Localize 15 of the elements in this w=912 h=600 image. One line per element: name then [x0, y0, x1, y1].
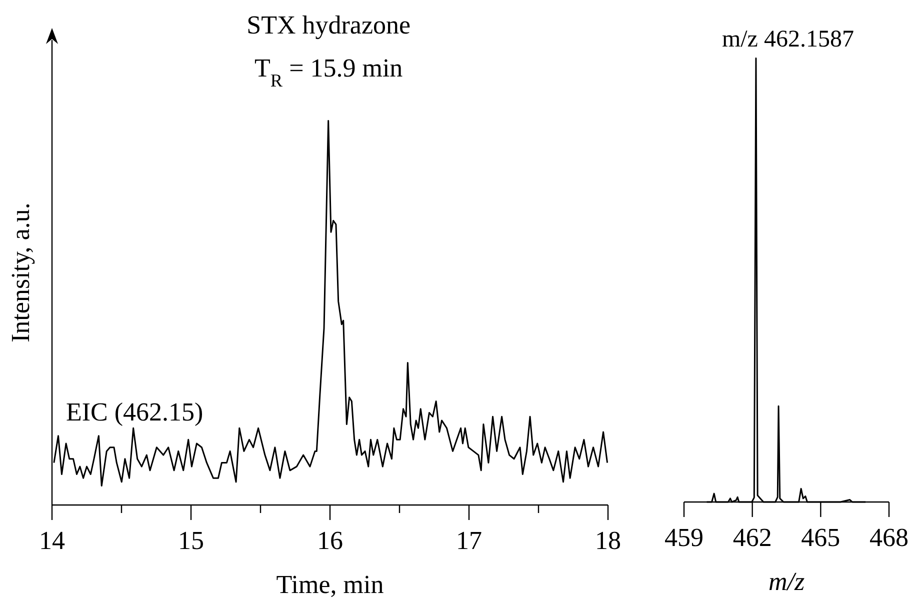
x-tick-label: 17: [456, 526, 482, 555]
x-tick-label: 16: [317, 526, 343, 555]
annotation: STX hydrazone T$_{R}$ = 15.9 min: [246, 10, 411, 91]
x-axis-title: m/z: [768, 567, 805, 596]
series-label: EIC (462.15): [66, 397, 204, 426]
y-axis-title: Intensity, a.u.: [6, 202, 35, 342]
x-tick-label: 15: [178, 526, 204, 555]
x-axis-title: Time, min: [276, 570, 384, 599]
x-tick-label: 462: [732, 523, 772, 552]
x-tick-label: 468: [870, 523, 908, 552]
x-tick-label: 459: [664, 523, 704, 552]
x-tick-label: 18: [595, 526, 621, 555]
x-tick-label: 465: [801, 523, 840, 552]
x-tick-label: 14: [39, 526, 65, 555]
annotation: m/z 462.1587: [722, 26, 854, 52]
